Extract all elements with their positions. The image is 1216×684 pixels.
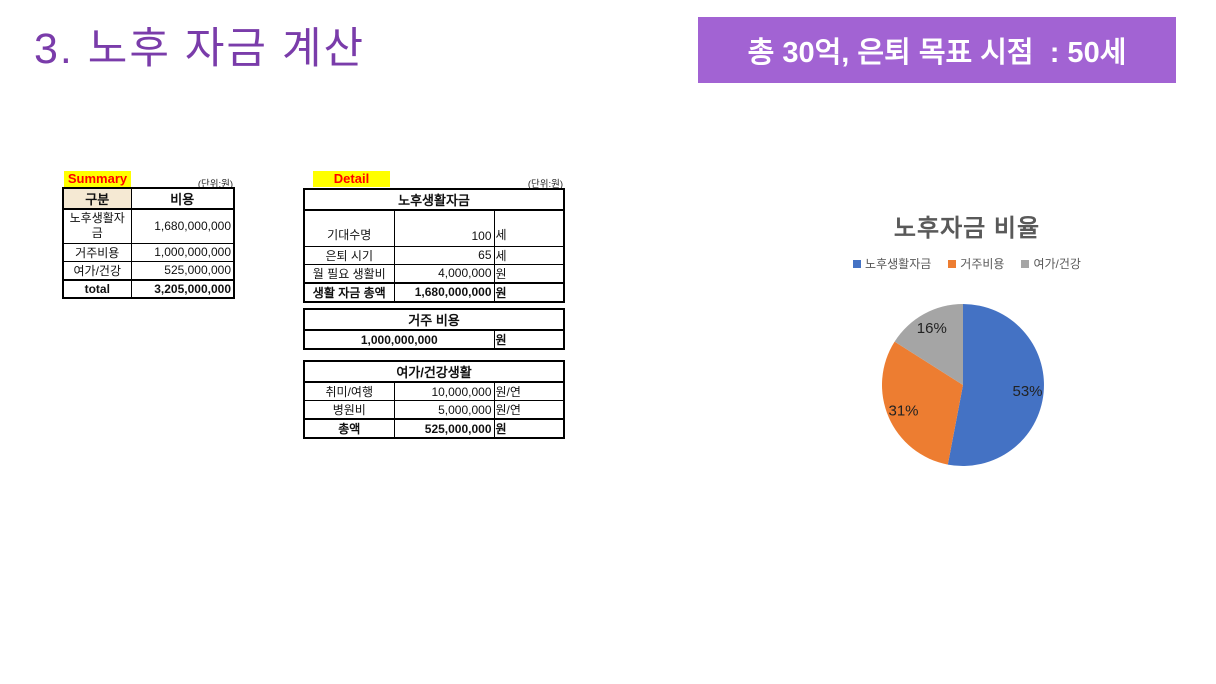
detail-row-label: 월 필요 생활비 bbox=[303, 263, 395, 283]
detail-unit-note: (단위:원) bbox=[527, 179, 563, 190]
table-row: 거주비용 1,000,000,000 bbox=[62, 242, 235, 262]
legend-label: 여가/건강 bbox=[1033, 257, 1081, 271]
detail-housing-title: 거주 비용 bbox=[303, 308, 565, 331]
detail-life-title: 노후생활자금 bbox=[303, 188, 565, 211]
summary-row-label: 여가/건강 bbox=[62, 260, 132, 280]
chart-legend: 노후생활자금 거주비용 여가/건강 bbox=[790, 255, 1144, 272]
table-row: 은퇴 시기 65 세 bbox=[303, 245, 565, 265]
detail-row-value: 4,000,000 bbox=[393, 263, 495, 283]
summary-row-value: 1,680,000,000 bbox=[130, 208, 235, 244]
summary-table: 구분 비용 노후생활자금 1,680,000,000 거주비용 1,000,00… bbox=[62, 187, 235, 299]
pie-data-label: 16% bbox=[917, 320, 947, 337]
detail-total-value: 525,000,000 bbox=[393, 418, 495, 439]
detail-row-unit: 원/연 bbox=[493, 381, 565, 401]
detail-housing-unit: 원 bbox=[493, 329, 565, 350]
detail-total-unit: 원 bbox=[493, 418, 565, 439]
table-row: 노후생활자금 1,680,000,000 bbox=[62, 208, 235, 244]
legend-item: 노후생활자금 bbox=[853, 255, 931, 272]
detail-row-unit: 세 bbox=[493, 245, 565, 265]
chart-title: 노후자금 비율 bbox=[893, 215, 1041, 242]
page-title: 3. 노후 자금 계산 bbox=[34, 25, 366, 73]
detail-housing-value: 1,000,000,000 bbox=[303, 329, 495, 350]
pie-chart-svg: 53% 31% 16% bbox=[881, 304, 1044, 466]
table-row: 병원비 5,000,000 원/연 bbox=[303, 400, 565, 420]
detail-life-title-row: 노후생활자금 bbox=[303, 188, 565, 211]
summary-header-category: 구분 bbox=[62, 187, 132, 210]
detail-row-label: 은퇴 시기 bbox=[303, 245, 395, 265]
detail-row-unit: 세 bbox=[493, 209, 565, 247]
detail-housing-title-row: 거주 비용 bbox=[303, 308, 565, 331]
summary-row-value: 1,000,000,000 bbox=[130, 242, 235, 262]
detail-row-value: 5,000,000 bbox=[393, 400, 495, 420]
legend-swatch-orange-icon bbox=[948, 259, 957, 268]
legend-item: 거주비용 bbox=[948, 255, 1004, 272]
summary-row-label: 노후생활자금 bbox=[62, 208, 132, 244]
detail-leisure-title-row: 여가/건강생활 bbox=[303, 360, 565, 383]
summary-header-row: 구분 비용 bbox=[62, 187, 235, 210]
detail-row-label: 병원비 bbox=[303, 400, 395, 420]
detail-total-label: 생활 자금 총액 bbox=[303, 281, 395, 302]
detail-total-unit: 원 bbox=[493, 281, 565, 302]
detail-row-value: 10,000,000 bbox=[393, 381, 495, 401]
detail-row-label: 취미/여행 bbox=[303, 381, 395, 401]
detail-housing-table: 거주 비용 1,000,000,000 원 bbox=[303, 308, 566, 350]
summary-header-cost: 비용 bbox=[130, 187, 235, 210]
table-row: 1,000,000,000 원 bbox=[303, 329, 565, 350]
table-row: 여가/건강 525,000,000 bbox=[62, 260, 235, 280]
goal-banner-text: 총 30억, 은퇴 목표 시점 : 50세 bbox=[747, 37, 1127, 69]
detail-tag: Detail bbox=[313, 171, 390, 187]
summary-total-row: total 3,205,000,000 bbox=[62, 278, 235, 298]
table-row: 월 필요 생활비 4,000,000 원 bbox=[303, 263, 565, 283]
pie-data-label: 53% bbox=[1012, 383, 1042, 400]
summary-total-value: 3,205,000,000 bbox=[130, 278, 235, 298]
summary-row-value: 525,000,000 bbox=[130, 260, 235, 280]
detail-leisure-title: 여가/건강생활 bbox=[303, 360, 565, 383]
detail-row-label: 기대수명 bbox=[303, 209, 395, 247]
legend-item: 여가/건강 bbox=[1021, 255, 1081, 272]
detail-row-value: 65 bbox=[393, 245, 495, 265]
detail-row-unit: 원 bbox=[493, 263, 565, 283]
detail-leisure-table: 여가/건강생활 취미/여행 10,000,000 원/연 병원비 5,000,0… bbox=[303, 360, 565, 439]
detail-row-unit: 원/연 bbox=[493, 400, 565, 420]
summary-tag: Summary bbox=[64, 171, 131, 187]
legend-label: 거주비용 bbox=[960, 257, 1005, 271]
detail-life-total-row: 생활 자금 총액 1,680,000,000 원 bbox=[303, 281, 565, 302]
pie-slice-1 bbox=[881, 341, 963, 465]
detail-row-value: 100 bbox=[393, 209, 495, 247]
summary-total-label: total bbox=[62, 278, 132, 298]
pie-slice-2 bbox=[894, 304, 963, 385]
table-row: 취미/여행 10,000,000 원/연 bbox=[303, 381, 565, 401]
pie-chart: 53% 31% 16% bbox=[863, 285, 1063, 485]
goal-banner: 총 30억, 은퇴 목표 시점 : 50세 bbox=[698, 17, 1176, 83]
detail-total-value: 1,680,000,000 bbox=[393, 281, 495, 302]
detail-leisure-total-row: 총액 525,000,000 원 bbox=[303, 418, 565, 439]
legend-swatch-blue-icon bbox=[853, 259, 862, 268]
summary-row-label: 거주비용 bbox=[62, 242, 132, 262]
legend-swatch-gray-icon bbox=[1021, 259, 1030, 268]
table-row: 기대수명 100 세 bbox=[303, 209, 565, 247]
detail-total-label: 총액 bbox=[303, 418, 395, 439]
summary-unit-note: (단위:원) bbox=[197, 179, 233, 190]
pie-slice-0 bbox=[947, 304, 1044, 466]
pie-data-label: 31% bbox=[888, 403, 918, 420]
legend-label: 노후생활자금 bbox=[865, 257, 932, 271]
detail-life-table: 노후생활자금 기대수명 100 세 은퇴 시기 65 세 월 필요 생활비 4,… bbox=[303, 188, 565, 303]
